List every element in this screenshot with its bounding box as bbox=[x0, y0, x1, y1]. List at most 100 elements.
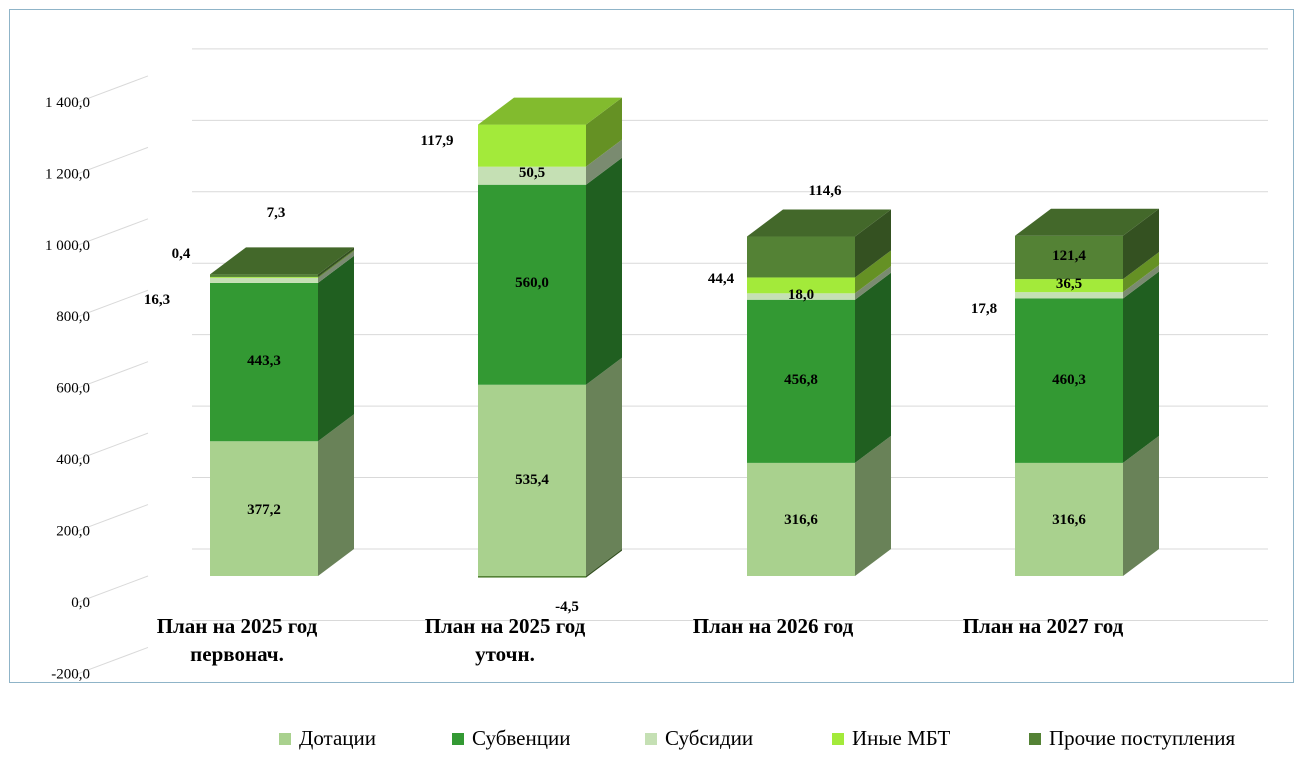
data-label: 535,4 bbox=[515, 472, 549, 488]
legend-label: Субвенции bbox=[472, 726, 571, 750]
legend-item-inye-mbt: Иные МБТ bbox=[832, 726, 950, 751]
gridline-diagonal bbox=[75, 218, 149, 247]
legend-item-prochie: Прочие поступления bbox=[1029, 726, 1235, 751]
data-label: 7,3 bbox=[267, 205, 286, 221]
bar-segment bbox=[1015, 462, 1123, 576]
bar-side-0-0 bbox=[318, 414, 354, 576]
bar-side-1-2 bbox=[855, 272, 891, 463]
x-category-label: План на 2025 год bbox=[425, 614, 586, 638]
y-tick-label: 1 200,0 bbox=[45, 166, 90, 182]
bar-side-4-1 bbox=[586, 549, 622, 578]
data-label: 36,5 bbox=[1056, 276, 1082, 292]
data-label: 18,0 bbox=[788, 287, 814, 303]
bar-side-4-2 bbox=[855, 209, 891, 278]
y-tick-label: 200,0 bbox=[56, 524, 90, 540]
bar-top bbox=[478, 97, 622, 125]
legend-swatch bbox=[279, 732, 291, 745]
bar-side-3-0 bbox=[318, 249, 354, 278]
bar-segment bbox=[478, 124, 586, 167]
data-label: 44,4 bbox=[708, 271, 735, 287]
data-label: 16,3 bbox=[144, 292, 170, 308]
bar-side-2-2 bbox=[855, 266, 891, 300]
bar-side-2-0 bbox=[318, 250, 354, 283]
y-tick-label: 400,0 bbox=[56, 452, 90, 468]
bar-segment bbox=[747, 236, 855, 278]
legend-item-subvencii: Субвенции bbox=[452, 726, 570, 751]
bar-side-4-0 bbox=[318, 247, 354, 277]
bar-side-0-1 bbox=[586, 357, 622, 576]
data-label: 0,4 bbox=[172, 246, 191, 262]
legend-swatch bbox=[1029, 732, 1041, 745]
bar-side-1-0 bbox=[318, 255, 354, 442]
data-label: 377,2 bbox=[247, 502, 281, 518]
legend-label: Прочие поступления bbox=[1049, 726, 1236, 750]
bar-side-1-3 bbox=[1123, 271, 1159, 463]
bar-top bbox=[210, 247, 354, 275]
bar-segment bbox=[747, 277, 855, 294]
bar-side-0-3 bbox=[1123, 435, 1159, 576]
bar-segment bbox=[1015, 235, 1123, 280]
bar-segment bbox=[210, 276, 318, 278]
gridline-diagonal bbox=[75, 361, 149, 390]
y-tick-label: 1 000,0 bbox=[45, 238, 90, 254]
bar-segment bbox=[747, 299, 855, 463]
bar-segment bbox=[478, 166, 586, 185]
bar-segment bbox=[1015, 279, 1123, 293]
data-label: 117,9 bbox=[421, 133, 454, 149]
data-label: 560,0 bbox=[515, 275, 549, 291]
bar-segment bbox=[478, 576, 586, 578]
legend-label: Иные МБТ bbox=[852, 726, 951, 750]
gridline-diagonal bbox=[75, 504, 149, 533]
data-label: 50,5 bbox=[519, 165, 545, 181]
data-label: 316,6 bbox=[1052, 512, 1086, 528]
data-label: -4,5 bbox=[555, 599, 579, 615]
y-tick-label: 0,0 bbox=[71, 595, 90, 611]
data-label: 460,3 bbox=[1052, 372, 1086, 388]
data-label: 121,4 bbox=[1052, 248, 1086, 264]
legend-swatch bbox=[645, 732, 657, 745]
y-tick-label: 1 400,0 bbox=[45, 95, 90, 111]
x-category-label: План на 2026 год bbox=[693, 614, 854, 638]
gridline-diagonal bbox=[75, 75, 149, 104]
y-tick-label: 600,0 bbox=[56, 381, 90, 397]
x-category-label: План на 2025 год bbox=[157, 614, 318, 638]
legend-swatch bbox=[832, 732, 844, 745]
x-category-label: уточн. bbox=[475, 642, 535, 666]
bar-top bbox=[1015, 208, 1159, 236]
gridline-diagonal bbox=[75, 575, 149, 604]
x-category-label: План на 2027 год bbox=[963, 614, 1124, 638]
gridline-diagonal bbox=[75, 289, 149, 318]
legend-label: Субсидии bbox=[665, 726, 754, 750]
bar-segment bbox=[478, 384, 586, 576]
bar-segment bbox=[210, 441, 318, 576]
bar-side-1-1 bbox=[586, 157, 622, 385]
bar-segment bbox=[210, 274, 318, 277]
chart-frame bbox=[9, 9, 1294, 683]
bar-segment bbox=[210, 277, 318, 283]
data-label: 17,8 bbox=[971, 301, 997, 317]
bar-segment bbox=[1015, 292, 1123, 299]
data-label: 316,6 bbox=[784, 512, 818, 528]
bar-side-3-1 bbox=[586, 97, 622, 167]
bar-side-3-2 bbox=[855, 250, 891, 294]
bar-segment bbox=[1015, 298, 1123, 463]
bar-side-2-3 bbox=[1123, 265, 1159, 299]
legend: Дотации Субвенции Субсидии Иные МБТ Проч… bbox=[0, 726, 1303, 756]
data-label: 443,3 bbox=[247, 353, 281, 369]
legend-item-subsidii: Субсидии bbox=[645, 726, 753, 751]
x-category-label: первонач. bbox=[190, 642, 284, 666]
y-tick-label: -200,0 bbox=[51, 666, 90, 682]
bar-side-0-2 bbox=[855, 435, 891, 576]
legend-label: Дотации bbox=[299, 726, 377, 750]
data-label: 114,6 bbox=[809, 183, 842, 199]
legend-swatch bbox=[452, 732, 464, 745]
legend-item-dotacii: Дотации bbox=[279, 726, 376, 751]
bar-side-2-1 bbox=[586, 139, 622, 185]
bar-side-3-3 bbox=[1123, 252, 1159, 293]
data-label: 456,8 bbox=[784, 372, 818, 388]
bar-segment bbox=[747, 293, 855, 300]
gridline-diagonal bbox=[75, 646, 149, 675]
bar-top bbox=[747, 209, 891, 237]
bar-segment bbox=[478, 184, 586, 385]
bar-segment bbox=[747, 462, 855, 576]
